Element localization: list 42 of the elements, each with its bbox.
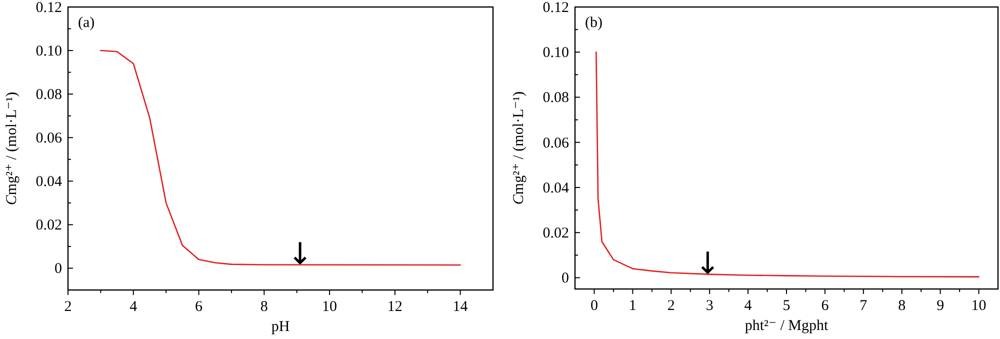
x-tick-label: 10 bbox=[971, 298, 986, 314]
x-tick-label: 12 bbox=[387, 299, 402, 315]
y-tick-label: 0.10 bbox=[542, 45, 569, 62]
x-tick-label: 3 bbox=[706, 298, 714, 314]
y-tick-label: 0.02 bbox=[542, 226, 569, 242]
annotation: (b) bbox=[585, 15, 602, 31]
y-tick-label: 0.08 bbox=[542, 90, 569, 106]
x-tick-label: 9 bbox=[936, 298, 944, 314]
x-tick-label: 4 bbox=[130, 299, 138, 315]
x-tick-label: 4 bbox=[744, 298, 752, 314]
annotation: ↓ bbox=[288, 236, 313, 272]
line-series bbox=[596, 51, 980, 278]
x-tick-label: 14 bbox=[452, 299, 468, 315]
x-tick-label: 5 bbox=[782, 298, 790, 314]
y-tick-label: 0.02 bbox=[36, 218, 62, 234]
y-tick-label: 0.06 bbox=[36, 130, 62, 147]
y-tick-label: 0 bbox=[54, 261, 62, 278]
x-tick-label: 8 bbox=[260, 299, 268, 315]
y-tick-label: 0.10 bbox=[36, 44, 62, 60]
y-tick-label: 0.04 bbox=[542, 180, 570, 196]
y-axis-title: Cmg²⁺ / (mol·L⁻¹) bbox=[511, 91, 527, 205]
y-tick-label: 0.12 bbox=[36, 0, 62, 16]
x-tick-label: 2 bbox=[64, 299, 72, 315]
y-axis-title: Cmg²⁺ / (mol·L⁻¹) bbox=[4, 92, 20, 206]
y-tick-label: 0.06 bbox=[542, 135, 570, 152]
y-tick-label: 0.04 bbox=[36, 174, 62, 190]
x-tick-label: 7 bbox=[860, 298, 868, 314]
x-tick-label: 8 bbox=[898, 298, 906, 314]
x-tick-label: 2 bbox=[667, 298, 675, 314]
y-tick-label: 0.12 bbox=[542, 0, 569, 16]
x-tick-label: 6 bbox=[821, 298, 830, 314]
y-tick-label: 0.08 bbox=[36, 87, 62, 104]
annotation: ↓ bbox=[695, 246, 720, 282]
y-tick-label: 0 bbox=[562, 270, 569, 287]
x-tick-label: 0 bbox=[590, 298, 598, 314]
annotation: (a) bbox=[78, 15, 95, 31]
x-tick-label: 10 bbox=[322, 299, 338, 315]
x-tick-label: 6 bbox=[195, 299, 204, 315]
x-axis-title: pht²⁻ / Mgpht bbox=[744, 318, 829, 334]
line-series bbox=[100, 50, 461, 266]
x-tick-label: 1 bbox=[628, 298, 636, 314]
x-axis-title: pH bbox=[271, 319, 290, 335]
